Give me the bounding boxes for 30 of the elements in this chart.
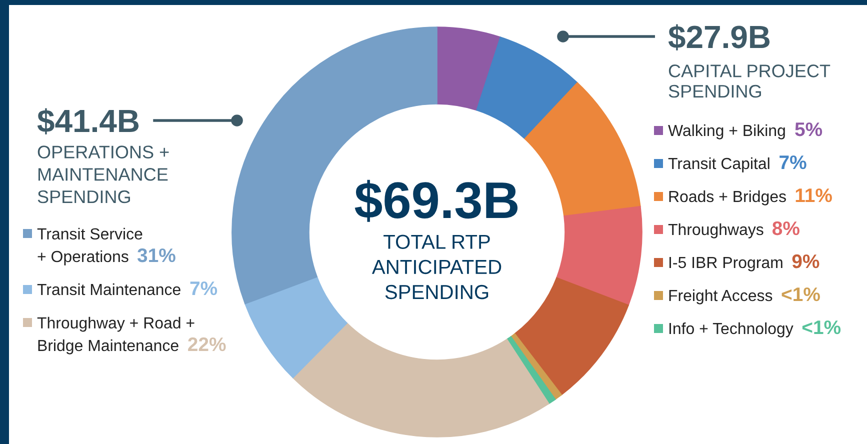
data-label: <1% — [802, 320, 841, 334]
donut-slice — [476, 36, 578, 140]
donut-slice — [292, 322, 550, 438]
text: OPERATIONS + MAINTENANCE SPENDING — [38, 146, 169, 204]
donut-slice — [436, 26, 501, 111]
text: TOTAL RTP ANTICIPATED SPENDING — [372, 234, 502, 300]
data-label: 5% — [795, 122, 822, 136]
legend-label: I-5 IBR Program — [669, 257, 782, 272]
donut-slice — [514, 277, 629, 396]
legend-label: Walking + Biking — [668, 124, 785, 140]
data-label: 7% — [780, 155, 806, 170]
legend-label: Freight Access — [669, 289, 772, 304]
legend-label: Transit Maintenance — [37, 283, 180, 296]
donut-slice — [556, 206, 642, 306]
legend-label: Throughways — [668, 223, 764, 238]
text: $69.3B — [354, 180, 518, 222]
text: CAPITAL PROJECT SPENDING — [668, 64, 830, 98]
data-label: 8% — [772, 221, 800, 236]
legend-label: Roads + Bridges — [669, 190, 786, 206]
data-label: <1% — [782, 287, 820, 302]
text: $27.9B — [668, 24, 770, 50]
data-label: 7% — [190, 281, 218, 296]
data-label: 9% — [792, 254, 820, 268]
text: $41.4B — [37, 108, 139, 134]
data-label: 22% — [188, 337, 226, 352]
legend-label: Transit Capital — [668, 157, 770, 172]
donut-slice — [524, 82, 641, 216]
data-label: 11% — [796, 188, 832, 202]
donut-slice — [244, 276, 348, 378]
legend-label: Info + Technology — [669, 322, 794, 338]
